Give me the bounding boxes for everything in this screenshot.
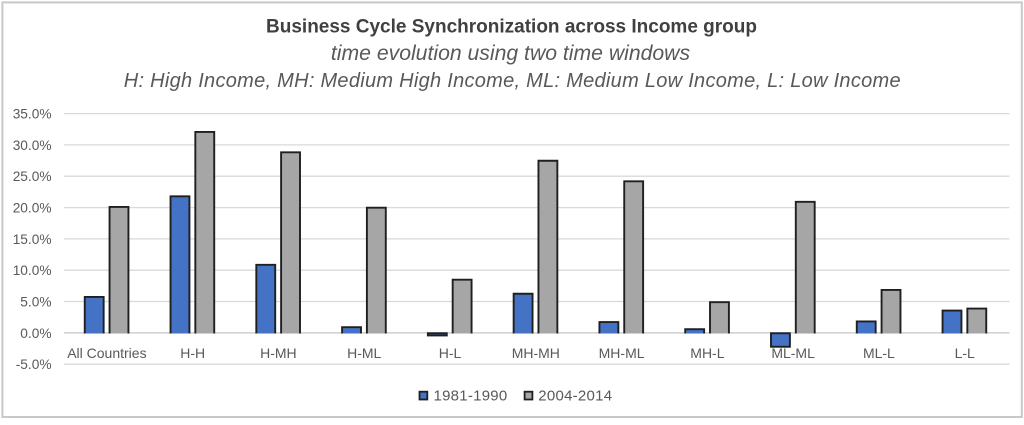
- svg-text:30.0%: 30.0%: [13, 138, 52, 153]
- svg-text:2004-2014: 2004-2014: [538, 388, 612, 405]
- svg-text:H-H: H-H: [180, 345, 205, 361]
- svg-text:20.0%: 20.0%: [13, 201, 52, 216]
- svg-text:5.0%: 5.0%: [20, 294, 51, 309]
- svg-text:15.0%: 15.0%: [13, 232, 52, 247]
- svg-text:H-L: H-L: [439, 345, 462, 361]
- svg-text:ML-ML: ML-ML: [771, 345, 815, 361]
- svg-text:All Countries: All Countries: [67, 345, 146, 361]
- svg-text:0.0%: 0.0%: [20, 326, 51, 341]
- svg-text:Business Cycle Synchronization: Business Cycle Synchronization across In…: [266, 16, 757, 37]
- svg-text:H-ML: H-ML: [347, 345, 381, 361]
- svg-text:35.0%: 35.0%: [13, 107, 52, 122]
- svg-text:MH-ML: MH-ML: [599, 345, 645, 361]
- svg-text:1981-1990: 1981-1990: [434, 388, 508, 405]
- svg-text:H-MH: H-MH: [260, 345, 297, 361]
- svg-text:10.0%: 10.0%: [13, 263, 52, 278]
- svg-text:L-L: L-L: [955, 345, 975, 361]
- svg-text:MH-MH: MH-MH: [512, 345, 560, 361]
- svg-text:time evolution using two time: time evolution using two time windows: [331, 42, 691, 65]
- svg-text:H: High Income, MH: Medium Hig: H: High Income, MH: Medium High Income, …: [124, 70, 901, 92]
- svg-text:25.0%: 25.0%: [13, 169, 52, 184]
- svg-text:-5.0%: -5.0%: [16, 357, 52, 372]
- svg-text:ML-L: ML-L: [863, 345, 895, 361]
- svg-text:MH-L: MH-L: [690, 345, 724, 361]
